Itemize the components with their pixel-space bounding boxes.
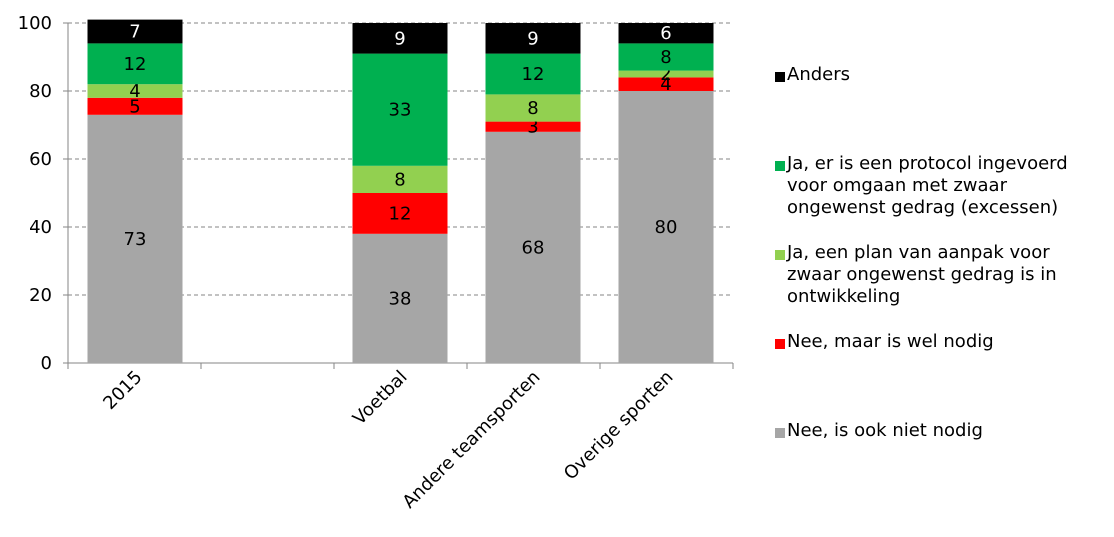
bar-overige-sporten-series-0 bbox=[618, 91, 714, 363]
bar-2015-series-3 bbox=[87, 43, 183, 85]
data-label-andere-teamsporten-series-3: 12 bbox=[522, 64, 545, 85]
legend-label-protocol-ingevoerd: Ja, er is een protocol ingevoerd voor om… bbox=[787, 153, 1068, 218]
bar-andere-teamsporten-series-3 bbox=[485, 53, 581, 95]
legend-item-nee-niet-nodig: Nee, is ook niet nodig bbox=[775, 420, 1114, 442]
data-label-voetbal-series-1: 12 bbox=[389, 203, 412, 224]
legend-item-nee-wel-nodig: Nee, maar is wel nodig bbox=[775, 331, 1114, 353]
data-label-2015-series-0: 73 bbox=[124, 229, 147, 250]
legend-label-nee-wel-nodig: Nee, maar is wel nodig bbox=[787, 331, 994, 352]
stacked-bar-chart: 0204060801007354127201538128339Voetbal68… bbox=[18, 13, 734, 513]
x-tick-label-voetbal: Voetbal bbox=[349, 367, 412, 430]
data-label-overige-sporten-series-3: 8 bbox=[660, 47, 671, 68]
x-tick-label-overige-sporten: Overige sporten bbox=[560, 367, 678, 485]
data-label-2015-series-3: 12 bbox=[124, 54, 147, 75]
y-tick-label-0: 0 bbox=[41, 353, 52, 374]
bar-overige-sporten-series-3 bbox=[618, 43, 714, 71]
legend-label-plan-in-ontwikkeling: Ja, een plan van aanpak voor zwaar ongew… bbox=[787, 242, 1057, 307]
y-tick-label-60: 60 bbox=[29, 149, 52, 170]
x-tick-label-andere-teamsporten: Andere teamsporten bbox=[399, 367, 545, 513]
bar-voetbal-series-4 bbox=[352, 23, 448, 54]
data-label-voetbal-series-4: 9 bbox=[394, 28, 405, 49]
data-label-overige-sporten-series-1: 4 bbox=[660, 74, 671, 95]
data-label-voetbal-series-3: 33 bbox=[389, 100, 412, 121]
chart-legend: Anders Ja, er is een protocol ingevoerd … bbox=[775, 0, 1114, 537]
bar-andere-teamsporten-series-4 bbox=[485, 23, 581, 54]
y-tick-label-100: 100 bbox=[18, 13, 52, 34]
data-label-andere-teamsporten-series-1: 3 bbox=[527, 117, 538, 138]
data-label-voetbal-series-2: 8 bbox=[394, 169, 405, 190]
x-tick-label-2015: 2015 bbox=[99, 367, 146, 414]
data-label-andere-teamsporten-series-0: 68 bbox=[522, 237, 545, 258]
legend-item-anders: Anders bbox=[775, 64, 1114, 86]
legend-label-nee-niet-nodig: Nee, is ook niet nodig bbox=[787, 420, 983, 441]
bar-2015-series-1 bbox=[87, 97, 183, 115]
data-label-overige-sporten-series-2: 2 bbox=[660, 64, 671, 85]
data-label-2015-series-2: 4 bbox=[129, 81, 140, 102]
data-label-andere-teamsporten-series-2: 8 bbox=[527, 98, 538, 119]
bar-andere-teamsporten-series-0 bbox=[485, 131, 581, 363]
legend-swatch-nee-wel-nodig bbox=[775, 339, 785, 349]
legend-label-anders: Anders bbox=[787, 64, 850, 85]
y-tick-label-40: 40 bbox=[29, 217, 52, 238]
bar-voetbal-series-1 bbox=[352, 193, 448, 234]
legend-swatch-plan-in-ontwikkeling bbox=[775, 250, 785, 260]
bar-2015-series-4 bbox=[87, 19, 183, 44]
bar-2015-series-0 bbox=[87, 114, 183, 363]
legend-swatch-nee-niet-nodig bbox=[775, 428, 785, 438]
legend-item-plan-in-ontwikkeling: Ja, een plan van aanpak voor zwaar ongew… bbox=[775, 242, 1114, 308]
bar-overige-sporten-series-2 bbox=[618, 70, 714, 78]
bar-andere-teamsporten-series-2 bbox=[485, 94, 581, 122]
data-label-2015-series-4: 7 bbox=[129, 22, 140, 43]
bar-voetbal-series-0 bbox=[352, 233, 448, 363]
legend-swatch-protocol-ingevoerd bbox=[775, 161, 785, 171]
data-label-overige-sporten-series-4: 6 bbox=[660, 23, 671, 44]
data-label-overige-sporten-series-0: 80 bbox=[655, 217, 678, 238]
bar-andere-teamsporten-series-1 bbox=[485, 121, 581, 132]
bar-voetbal-series-2 bbox=[352, 165, 448, 193]
legend-item-protocol-ingevoerd: Ja, er is een protocol ingevoerd voor om… bbox=[775, 153, 1114, 219]
data-label-andere-teamsporten-series-4: 9 bbox=[527, 28, 538, 49]
y-tick-label-80: 80 bbox=[29, 81, 52, 102]
bar-overige-sporten-series-4 bbox=[618, 23, 714, 44]
bar-overige-sporten-series-1 bbox=[618, 77, 714, 91]
data-label-voetbal-series-0: 38 bbox=[389, 288, 412, 309]
bar-voetbal-series-3 bbox=[352, 53, 448, 166]
legend-swatch-anders bbox=[775, 72, 785, 82]
data-label-2015-series-1: 5 bbox=[129, 96, 140, 117]
y-tick-label-20: 20 bbox=[29, 285, 52, 306]
bar-2015-series-2 bbox=[87, 84, 183, 98]
